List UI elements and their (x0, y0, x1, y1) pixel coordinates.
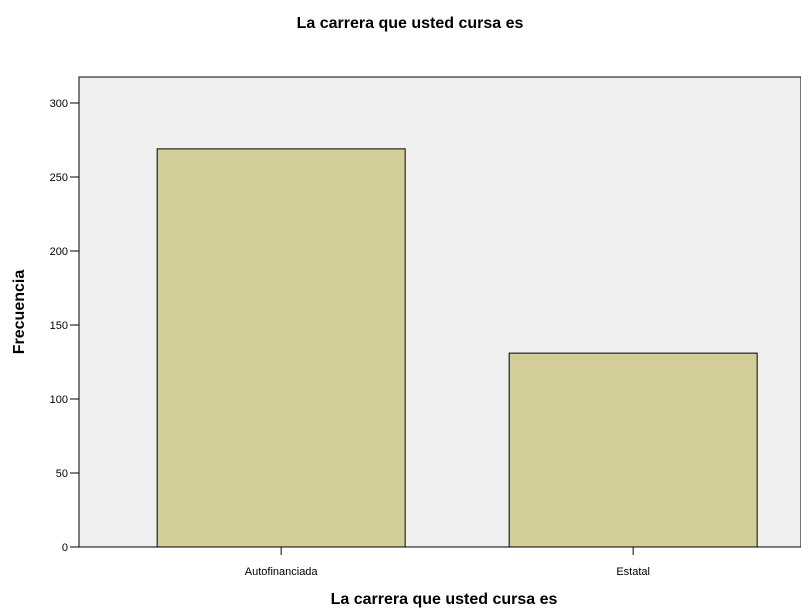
y-tick-label: 300 (50, 98, 68, 110)
x-tick-label: Autofinanciada (245, 566, 319, 578)
y-tick-label: 200 (50, 246, 68, 258)
x-tick-label: Estatal (616, 566, 650, 578)
y-axis-title: Frecuencia (11, 270, 28, 355)
bar-autofinanciada (156, 148, 406, 548)
bar-estatal (508, 352, 758, 548)
y-tick-label: 250 (50, 172, 68, 184)
y-tick-label: 0 (62, 542, 68, 554)
y-axis: 0 50 100 150 200 250 300 (50, 77, 80, 554)
y-tick-label: 150 (50, 320, 68, 332)
x-axis: Autofinanciada Estatal (79, 546, 801, 578)
y-tick-label: 100 (50, 394, 68, 406)
y-tick-label: 50 (56, 468, 68, 480)
chart-title: La carrera que usted cursa es (297, 15, 524, 32)
x-axis-title: La carrera que usted cursa es (331, 591, 558, 608)
